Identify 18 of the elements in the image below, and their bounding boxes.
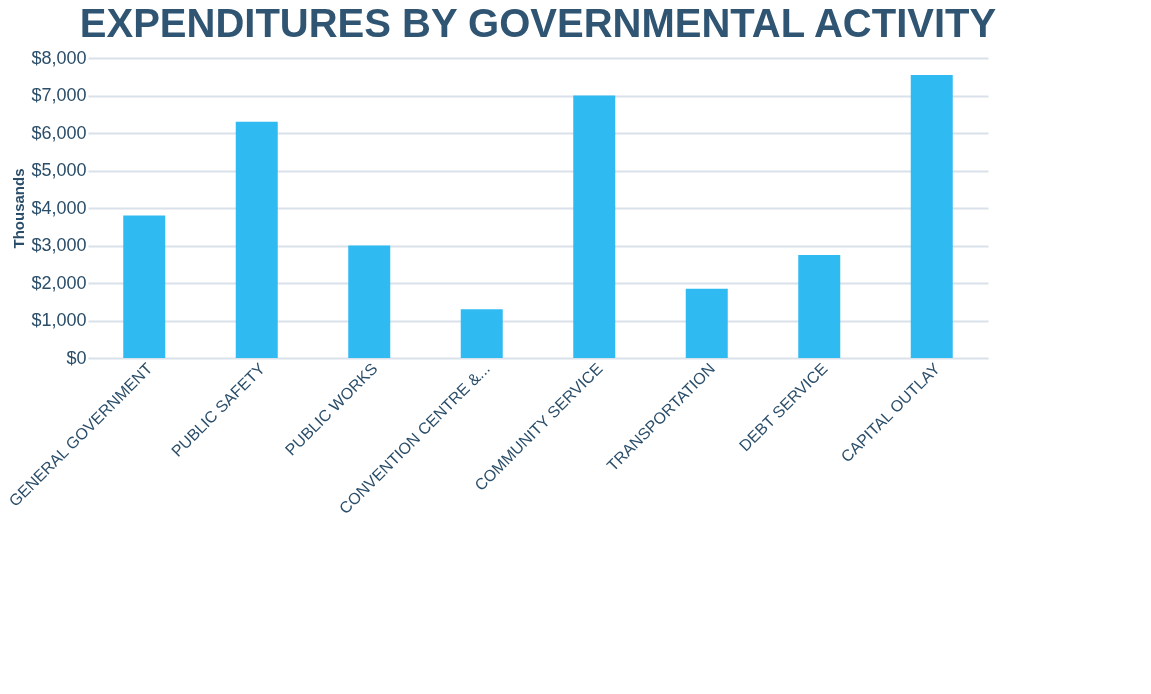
y-tick-label: $3,000 [31, 235, 87, 255]
bar [910, 74, 953, 358]
bar [235, 121, 278, 358]
y-tick-label: $2,000 [31, 272, 87, 293]
y-tick-label: $5,000 [31, 160, 87, 180]
y-tick-label: $7,000 [31, 85, 87, 105]
bar [348, 245, 391, 358]
chart-title: EXPENDITURES BY GOVERNMENTAL ACTIVITY [79, 1, 997, 45]
y-tick-label: $8,000 [31, 47, 87, 68]
y-axis-title: Thousands [10, 168, 28, 249]
bar [573, 95, 616, 358]
bar [123, 215, 166, 358]
y-tick-label: $1,000 [31, 310, 87, 330]
y-tick-label: $6,000 [31, 122, 87, 143]
bar [460, 309, 503, 358]
y-tick-label: $4,000 [31, 197, 87, 218]
bar [798, 254, 841, 358]
bar [685, 288, 728, 358]
